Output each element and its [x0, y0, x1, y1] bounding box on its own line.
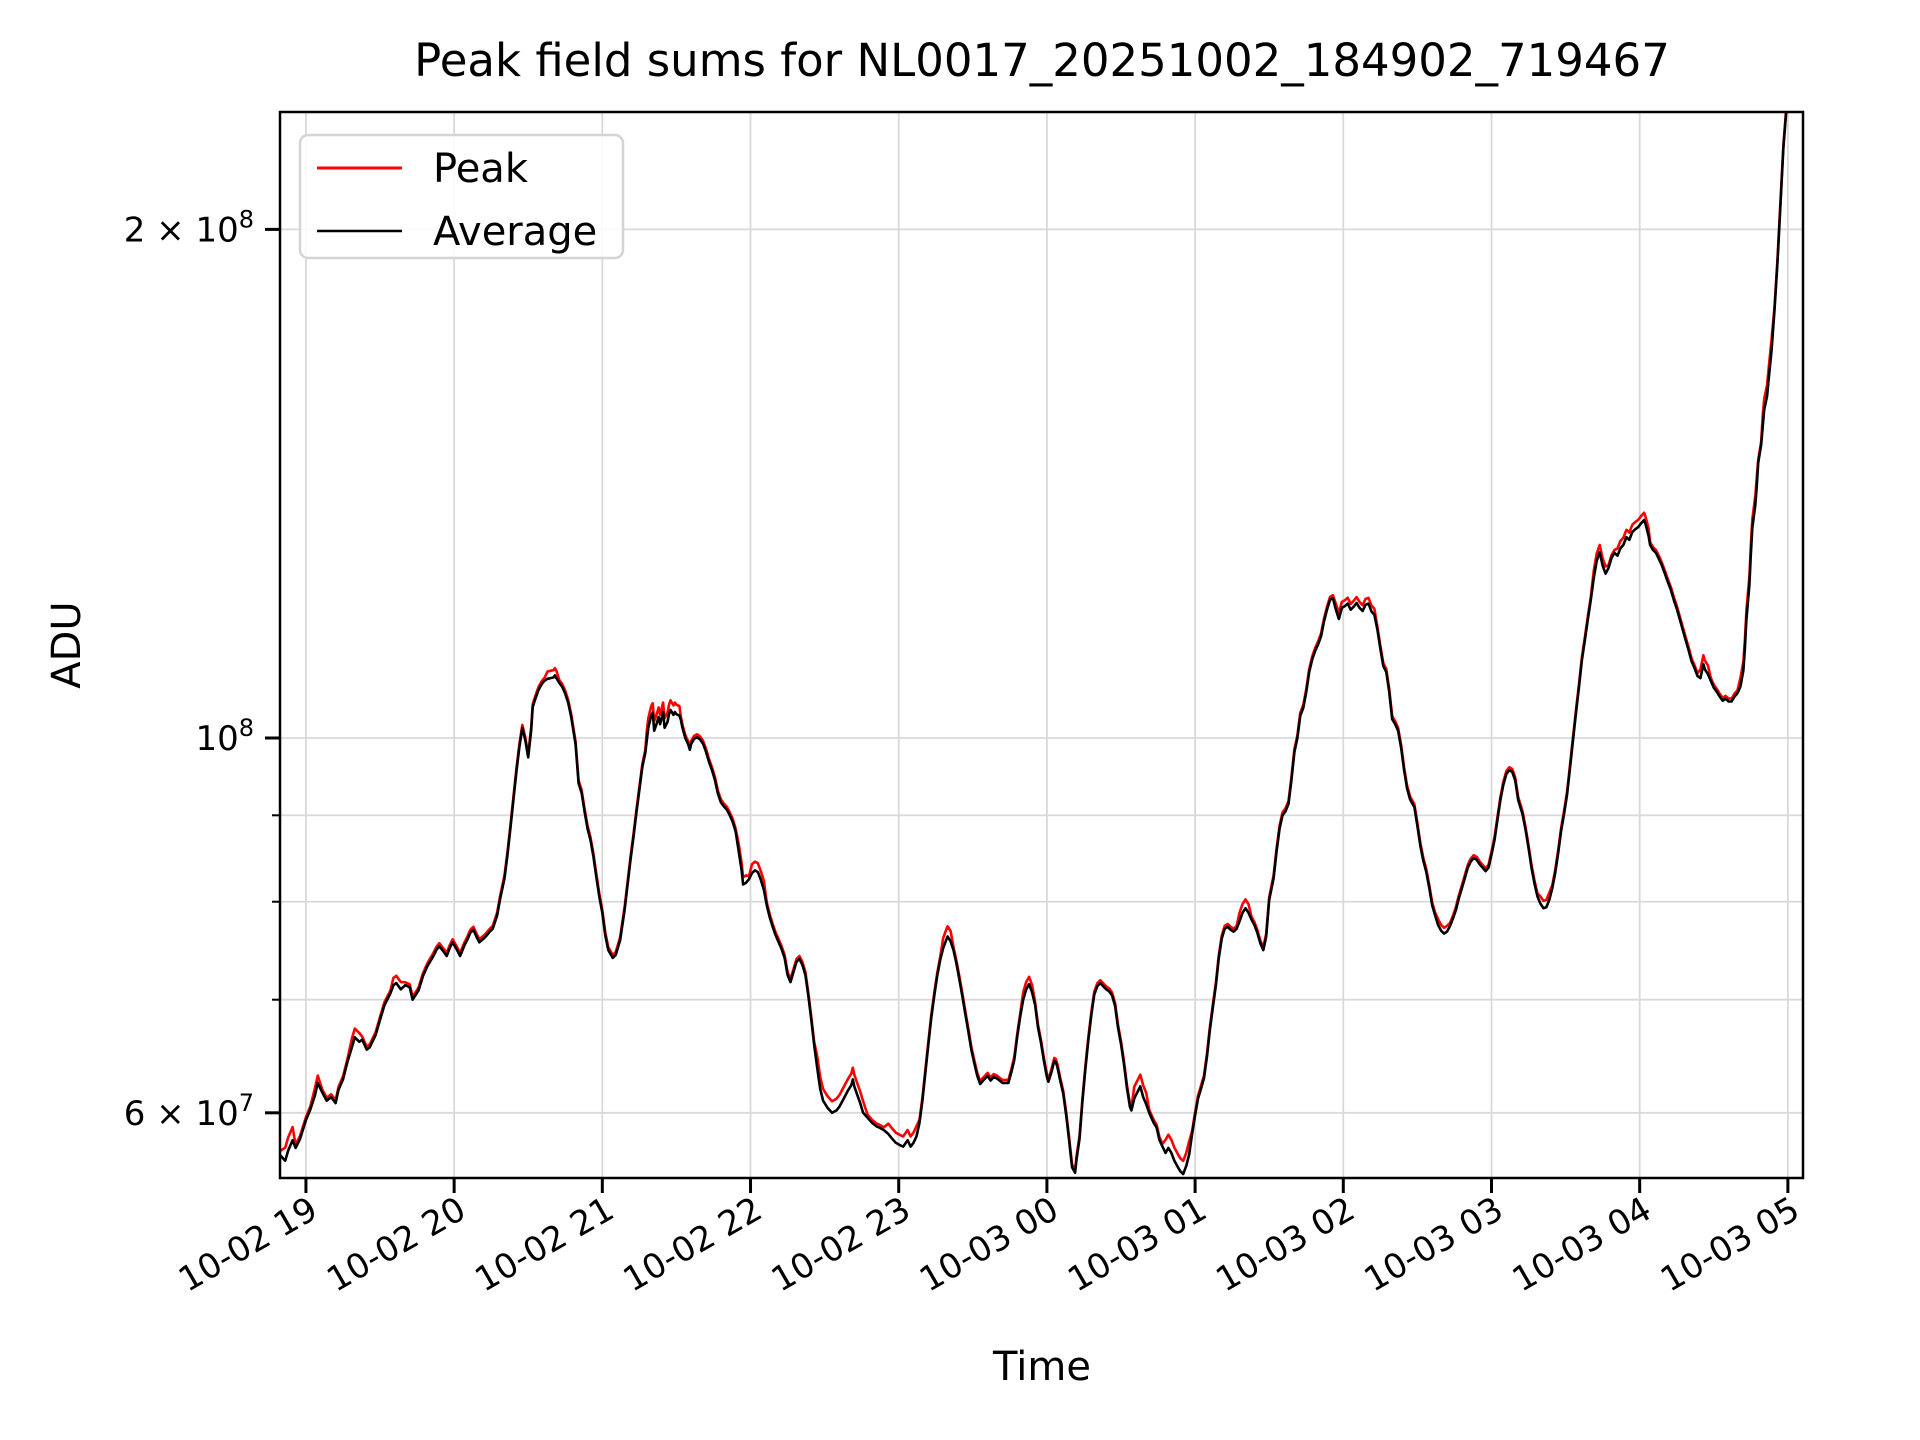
- series-layer: [280, 112, 1788, 1176]
- legend-box: [298, 133, 625, 260]
- y-axis-label: ADU: [44, 601, 90, 688]
- x-tick-label: 10-03 03: [1358, 1189, 1510, 1300]
- legend: Peak Average: [298, 133, 625, 260]
- y-tick-label: 6 × 107: [124, 1089, 254, 1134]
- x-tick-label: 10-02 23: [765, 1189, 917, 1300]
- x-tick-label: 10-03 04: [1506, 1189, 1658, 1300]
- x-tick-label: 10-02 20: [320, 1189, 472, 1300]
- x-tick-label: 10-02 19: [172, 1189, 324, 1300]
- x-tick-label: 10-03 02: [1209, 1189, 1361, 1300]
- legend-label-average: Average: [433, 209, 597, 255]
- chart-title: Peak field sums for NL0017_20251002_1849…: [414, 34, 1670, 87]
- plot-spines: [278, 110, 1805, 1180]
- legend-label-peak: Peak: [433, 146, 529, 192]
- x-tick-label: 10-03 00: [913, 1189, 1065, 1300]
- x-tick-label: 10-02 21: [468, 1189, 620, 1300]
- series-average-line: [280, 112, 1788, 1176]
- x-tick-label: 10-03 01: [1061, 1189, 1213, 1300]
- gridlines: [280, 112, 1803, 1178]
- x-axis-label: Time: [992, 1344, 1091, 1390]
- x-tick-label: 10-03 05: [1654, 1189, 1806, 1300]
- x-tick-label: 10-02 22: [617, 1189, 769, 1300]
- axes: [265, 110, 1805, 1193]
- y-tick-label: 2 × 108: [124, 205, 254, 250]
- y-tick-label: 108: [195, 714, 254, 759]
